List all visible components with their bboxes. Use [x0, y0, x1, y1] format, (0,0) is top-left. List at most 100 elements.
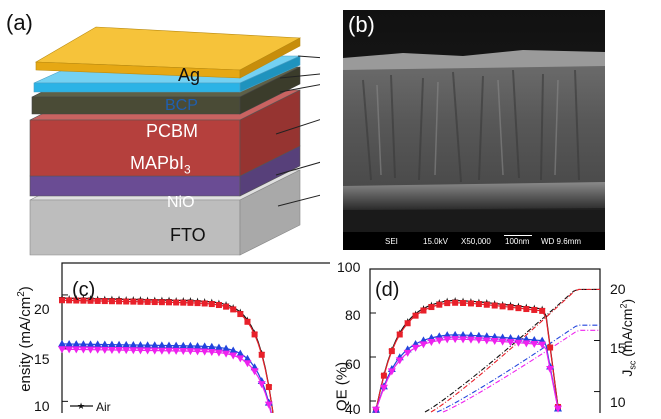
chart-c-point-2-4	[72, 340, 81, 348]
chart-d-point-3-42	[538, 341, 547, 349]
chart-d-point-1-12	[420, 307, 427, 314]
chart-c-ylabel: ensity (mA/cm2)	[16, 286, 34, 392]
chart-c-point-3-28	[157, 347, 166, 355]
chart-c-point-3-44	[214, 349, 223, 357]
chart-c-legend-air: Air	[96, 400, 111, 414]
chart-c-point-1-6	[80, 297, 87, 304]
chart-d-tick-100: 100	[337, 259, 361, 275]
chart-c-point-3-24	[143, 347, 152, 355]
chart-c-point-2-46	[222, 344, 231, 352]
sem-scale: 100nm	[505, 237, 530, 246]
chart-c-point-2-16	[115, 340, 124, 348]
chart-c-point-3-52	[243, 360, 252, 368]
chart-d-point-1-40	[531, 306, 538, 313]
chart-c-point-2-14	[107, 340, 116, 348]
chart-c-point-2-48	[229, 346, 238, 354]
chart-d-tick-80: 80	[345, 307, 361, 323]
chart-d-tick-40: 40	[345, 401, 361, 417]
chart-c-point-2-10	[93, 340, 102, 348]
chart-d-point-3-24	[466, 336, 475, 344]
chart-d-point-1-18	[444, 300, 451, 307]
chart-d-point-1-38	[523, 306, 530, 313]
chart-d-jsc-line-2	[436, 324, 600, 413]
chart-c-point-2-6	[79, 340, 88, 348]
chart-d-point-3-44	[546, 366, 555, 374]
chart-d-point-2-24	[466, 331, 475, 339]
chart-d-point-3-14	[427, 339, 436, 347]
chart-c-point-2-24	[143, 341, 152, 349]
chart-d-ylabel-right: Jsc (mA/cm2)	[618, 298, 638, 377]
chart-c-point-3-40	[200, 348, 209, 356]
chart-c-point-2-34	[179, 341, 188, 349]
chart-d-point-3-12	[419, 341, 428, 349]
chart-c-point-1-10	[94, 297, 101, 304]
chart-d-point-3-36	[514, 339, 523, 347]
chart-c-point-2-52	[243, 354, 252, 362]
chart-d-line-2	[375, 334, 559, 410]
chart-d-point-3-2	[379, 384, 388, 392]
chart-c-point-3-16	[115, 347, 124, 355]
chart-d-point-3-8	[403, 349, 412, 357]
chart-c-point-1-38	[194, 300, 201, 307]
sem-scale-bar	[504, 235, 532, 236]
chart-c-point-1-8	[87, 297, 94, 304]
chart-c-point-2-32	[172, 341, 181, 349]
chart-d-point-3-40	[530, 340, 539, 348]
chart-d-point-1-20	[452, 299, 459, 306]
chart-c-point-2-36	[186, 341, 195, 349]
chart-d-point-1-42	[539, 307, 546, 314]
chart-c-point-1-4	[73, 297, 80, 304]
chart-d-point-3-28	[482, 337, 491, 345]
chart-c-point-3-34	[179, 348, 188, 356]
chart-c-point-1-36	[187, 299, 194, 306]
chart-c-point-1-58	[265, 384, 272, 391]
chart-c-point-2-42	[207, 342, 216, 350]
chart-c-point-1-54	[251, 331, 258, 338]
chart-d-point-1-26	[475, 301, 482, 308]
chart-c-point-3-42	[207, 348, 216, 356]
chart-c-point-1-30	[166, 299, 172, 306]
chart-d-point-3-20	[451, 336, 460, 344]
chart-d-tick-60: 60	[345, 356, 361, 372]
chart-c-point-2-22	[136, 341, 145, 349]
chart-d-rtick-10: 10	[610, 394, 626, 410]
chart-d-frame	[369, 268, 601, 413]
chart-d-point-3-32	[498, 338, 507, 346]
chart-c-point-1-14	[108, 298, 115, 305]
chart-d-panel-label: (d)	[375, 279, 400, 301]
chart-c-point-3-22	[136, 347, 145, 355]
chart-d-point-1-30	[491, 302, 498, 309]
chart-d-point-3-0	[372, 406, 380, 413]
chart-c-point-1-28	[158, 299, 165, 306]
chart-c-point-2-40	[200, 342, 209, 350]
chart-c-point-2-20	[129, 340, 138, 348]
panel-b-label: (b)	[348, 12, 375, 37]
chart-d-point-2-22	[459, 331, 468, 339]
panel-c: ★★★★★★★★★★★★★★★★★★★★★★★★★★★★★★★ ensity (…	[0, 260, 330, 414]
chart-d-point-1-8	[404, 320, 411, 327]
chart-c-point-3-26	[150, 347, 159, 355]
panel-d: ★★★★★★★★★★★★★★★★★★★★★★★★ QE (%) 100 80 6…	[330, 259, 661, 417]
chart-d-point-1-10	[412, 312, 419, 319]
chart-c-series-3	[58, 346, 273, 413]
chart-d-point-3-26	[474, 337, 483, 345]
panel-a-label: (a)	[6, 10, 33, 35]
chart-c-point-3-30	[165, 347, 173, 355]
chart-c-point-3-50	[236, 355, 245, 363]
chart-c-point-1-32	[173, 299, 180, 306]
chart-d-point-1-6	[396, 331, 403, 338]
sem-detector: SEI	[385, 237, 398, 246]
chart-c-point-3-10	[93, 346, 102, 354]
chart-d-point-3-16	[435, 337, 444, 345]
chart-c-point-1-52	[244, 318, 251, 325]
chart-c-point-1-40	[201, 300, 208, 307]
panel-b: (b) SEI 15.0kV X50,000 100nm WD 9.6mm	[343, 10, 605, 250]
chart-c-panel-label: (c)	[72, 279, 96, 301]
chart-d-point-1-16	[436, 301, 443, 308]
chart-c-point-1-2	[66, 297, 73, 304]
chart-c-point-1-34	[180, 299, 187, 306]
chart-c-point-2-0	[58, 339, 66, 347]
chart-c-point-3-58	[264, 401, 273, 409]
chart-d-point-3-38	[522, 340, 531, 348]
chart-c-point-1-20	[130, 298, 137, 305]
